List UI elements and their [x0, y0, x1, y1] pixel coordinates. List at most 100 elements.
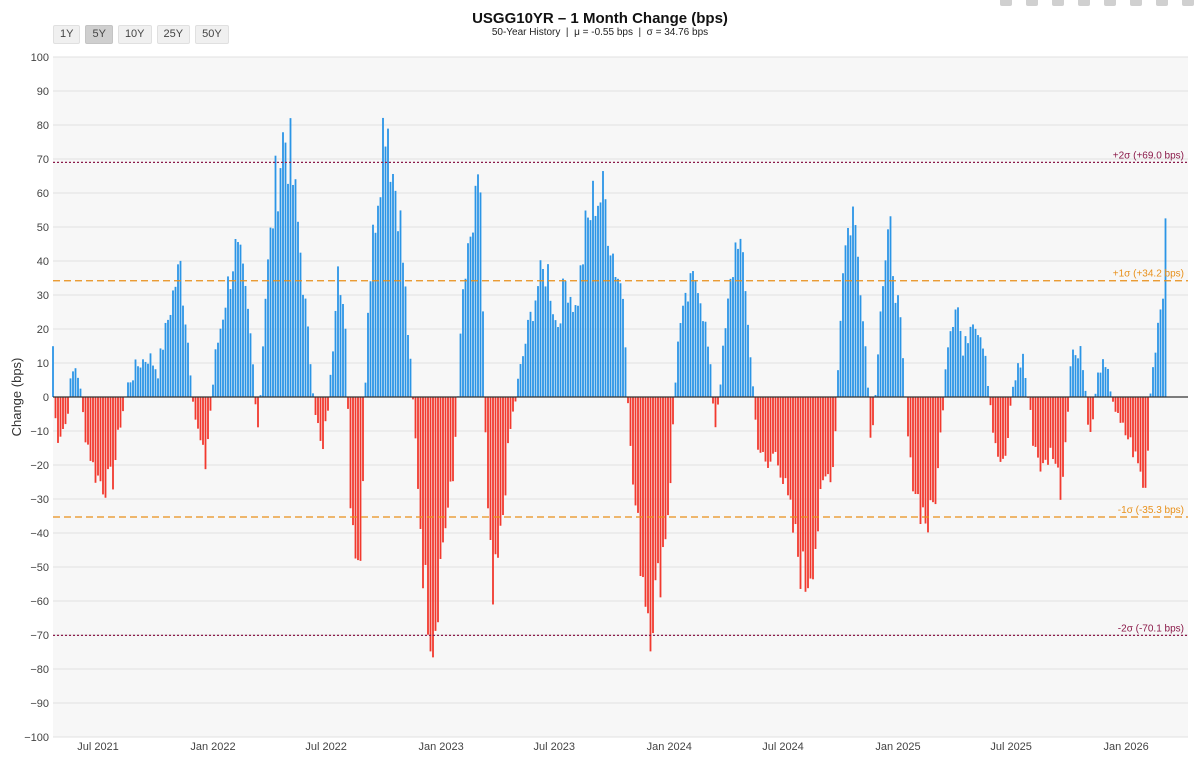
y-tick-label: −100 — [24, 732, 49, 744]
plus-icon[interactable] — [1078, 0, 1090, 6]
bar — [1054, 397, 1057, 464]
bar — [1142, 397, 1144, 488]
x-tick-label: Jul 2022 — [305, 741, 347, 753]
bar — [864, 346, 867, 397]
camera-icon[interactable] — [1000, 0, 1012, 6]
bar — [252, 364, 254, 397]
bar — [69, 378, 72, 397]
bar — [717, 397, 719, 405]
bar — [1062, 397, 1064, 477]
bar — [342, 304, 344, 397]
bar — [512, 397, 514, 412]
bar — [699, 303, 702, 397]
bar — [482, 311, 484, 397]
bar — [459, 333, 462, 397]
bar — [64, 397, 67, 425]
bar — [177, 264, 179, 397]
bar — [677, 341, 679, 397]
bar — [62, 397, 64, 429]
autoscale-icon[interactable] — [1130, 0, 1142, 6]
minus-icon[interactable] — [1104, 0, 1116, 6]
bar — [199, 397, 202, 441]
bar — [67, 397, 69, 414]
y-tick-label: 0 — [43, 392, 49, 404]
bar-chart-icon[interactable] — [1182, 0, 1194, 6]
bar — [372, 224, 374, 397]
pan-icon[interactable] — [1052, 0, 1064, 6]
bar — [142, 359, 144, 397]
bar — [1104, 367, 1107, 397]
bar — [669, 397, 672, 484]
bar — [92, 397, 94, 463]
bar — [532, 321, 534, 397]
bar — [1079, 346, 1082, 397]
bar — [157, 378, 159, 397]
bar — [349, 397, 352, 509]
bar — [272, 228, 274, 397]
bar — [467, 243, 469, 397]
bar — [997, 397, 999, 457]
bar — [1012, 386, 1014, 397]
bar — [277, 211, 279, 397]
bar — [722, 345, 724, 397]
bar — [422, 397, 424, 589]
bar — [269, 227, 272, 397]
bar — [659, 397, 662, 598]
bar — [499, 397, 502, 526]
bar — [674, 382, 677, 397]
bar — [427, 397, 429, 635]
bar — [522, 356, 524, 397]
x-tick-label: Jul 2023 — [533, 741, 575, 753]
y-tick-label: 30 — [37, 290, 49, 302]
bar — [549, 300, 552, 397]
bar — [179, 260, 182, 397]
bar — [1107, 368, 1109, 397]
bar — [704, 321, 707, 397]
reference-line-label: +1σ (+34.2 bps) — [1113, 269, 1184, 280]
bar — [922, 397, 924, 508]
bar — [1024, 377, 1027, 397]
bar — [649, 397, 652, 652]
bar — [192, 397, 194, 402]
bar — [559, 323, 562, 397]
bar — [287, 183, 289, 397]
bar — [689, 273, 692, 397]
y-tick-label: 10 — [37, 358, 49, 370]
bar — [597, 205, 599, 397]
bar — [162, 349, 164, 397]
bar — [447, 397, 449, 508]
range-button-1y[interactable]: 1Y — [53, 25, 81, 44]
bar — [262, 346, 264, 397]
bar — [339, 295, 342, 397]
bar — [1127, 397, 1129, 440]
zoom-icon[interactable] — [1026, 0, 1038, 6]
bar — [149, 353, 152, 397]
range-button-5y[interactable]: 5Y — [85, 25, 113, 44]
bar — [1059, 397, 1062, 500]
x-tick-label: Jan 2022 — [190, 741, 235, 753]
bar — [892, 276, 894, 397]
range-button-10y[interactable]: 10Y — [117, 25, 152, 44]
bar — [394, 190, 397, 397]
bar — [959, 330, 962, 397]
bar — [462, 289, 464, 397]
range-button-25y[interactable]: 25Y — [156, 25, 191, 44]
bar — [952, 326, 954, 397]
chart-toolbar — [1000, 0, 1194, 6]
bar — [72, 371, 74, 397]
bar — [167, 319, 169, 397]
bar — [604, 199, 607, 397]
bar — [739, 238, 742, 397]
bar — [539, 260, 542, 397]
bar — [762, 397, 764, 452]
bar — [257, 397, 259, 428]
bar — [139, 367, 142, 397]
bar — [592, 180, 594, 397]
y-tick-label: −10 — [30, 426, 49, 438]
reset-icon[interactable] — [1156, 0, 1168, 6]
bar — [77, 377, 79, 397]
y-tick-label: −80 — [30, 664, 49, 676]
bar — [509, 397, 512, 429]
range-button-50y[interactable]: 50Y — [195, 25, 229, 44]
